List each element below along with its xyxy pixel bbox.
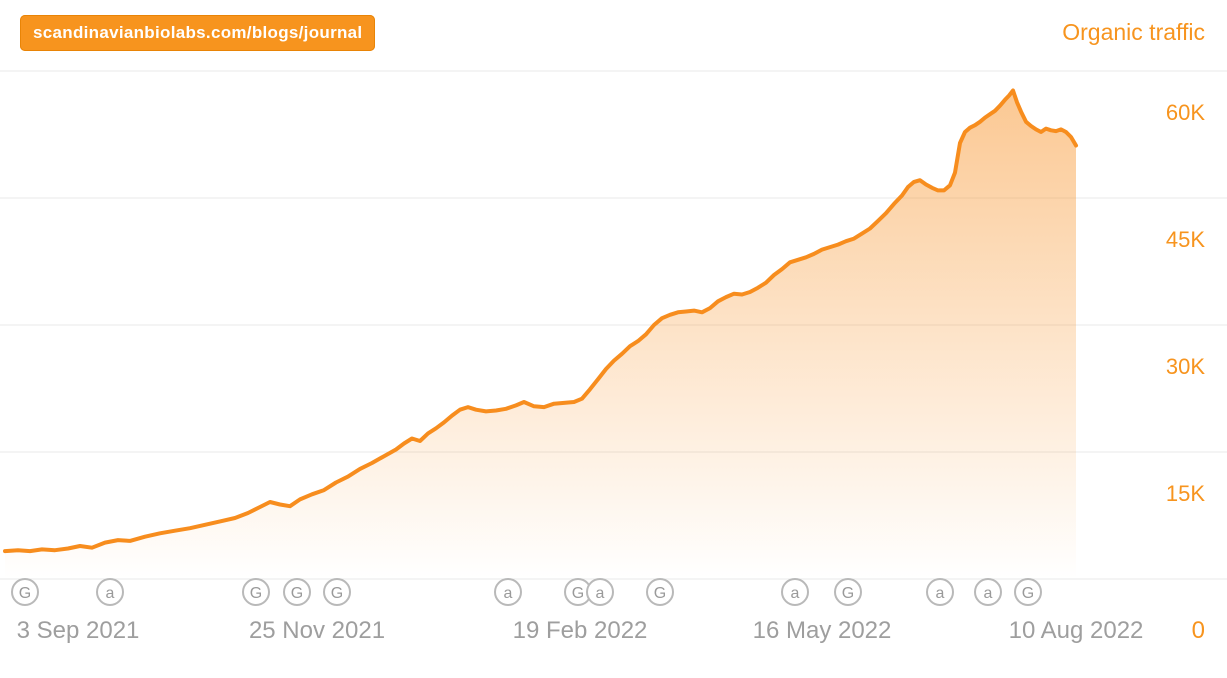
event-marker-letter: a [984, 585, 993, 602]
y-axis-label: 60K [1165, 100, 1205, 125]
google-icon [242, 578, 270, 606]
event-marker-letter: a [504, 585, 513, 602]
google-icon [323, 578, 351, 606]
x-axis-label: 19 Feb 2022 [512, 617, 648, 644]
event-marker-letter: G [1022, 585, 1034, 602]
ahrefs-event-marker[interactable]: a [926, 578, 954, 606]
x-axis-label: 25 Nov 2021 [248, 617, 386, 644]
url-badge-label: scandinavianbiolabs.com/blogs/journal [33, 23, 363, 42]
ahrefs-event-marker[interactable]: a [96, 578, 124, 606]
y-axis-label: 45K [1165, 227, 1205, 252]
google-update-marker[interactable]: G [834, 578, 862, 606]
google-icon [11, 578, 39, 606]
google-update-marker[interactable]: G [323, 578, 351, 606]
y-axis-label: 30K [1165, 354, 1205, 379]
event-marker-letter: G [250, 585, 262, 602]
google-update-marker[interactable]: G [283, 578, 311, 606]
event-marker-letter: G [842, 585, 854, 602]
google-icon [1014, 578, 1042, 606]
traffic-area-fill [5, 90, 1076, 579]
ahrefs-event-marker[interactable]: a [781, 578, 809, 606]
ahrefs-icon [586, 578, 614, 606]
event-marker-letter: G [654, 585, 666, 602]
event-marker-letter: G [19, 585, 31, 602]
url-badge: scandinavianbiolabs.com/blogs/journal [20, 15, 376, 51]
ahrefs-event-marker[interactable]: a [974, 578, 1002, 606]
ahrefs-icon [494, 578, 522, 606]
event-marker-letter: a [596, 585, 605, 602]
y-axis-label: 15K [1165, 481, 1205, 506]
google-update-marker[interactable]: G [242, 578, 270, 606]
google-icon [646, 578, 674, 606]
traffic-line[interactable] [3, 88, 1078, 554]
google-icon [283, 578, 311, 606]
google-update-marker[interactable]: G [646, 578, 674, 606]
y-axis-label: 0 [1191, 617, 1205, 644]
google-update-marker[interactable]: G [564, 578, 592, 606]
ahrefs-icon [96, 578, 124, 606]
x-axis-label: 10 Aug 2022 [1008, 617, 1144, 644]
google-icon [834, 578, 862, 606]
event-marker-letter: a [936, 585, 945, 602]
x-axis-label: 3 Sep 2021 [16, 617, 140, 644]
chart-title: Organic traffic [1062, 19, 1205, 45]
event-marker-letter: G [572, 585, 584, 602]
event-marker-letter: G [291, 585, 303, 602]
event-marker-letter: a [106, 585, 115, 602]
google-update-marker[interactable]: G [1014, 578, 1042, 606]
event-marker-letter: G [331, 585, 343, 602]
ahrefs-icon [926, 578, 954, 606]
ahrefs-icon [781, 578, 809, 606]
ahrefs-event-marker[interactable]: a [494, 578, 522, 606]
ahrefs-icon [974, 578, 1002, 606]
ahrefs-event-marker[interactable]: a [586, 578, 614, 606]
x-axis-label: 16 May 2022 [752, 617, 892, 644]
google-update-marker[interactable]: G [11, 578, 39, 606]
event-marker-letter: a [791, 585, 800, 602]
